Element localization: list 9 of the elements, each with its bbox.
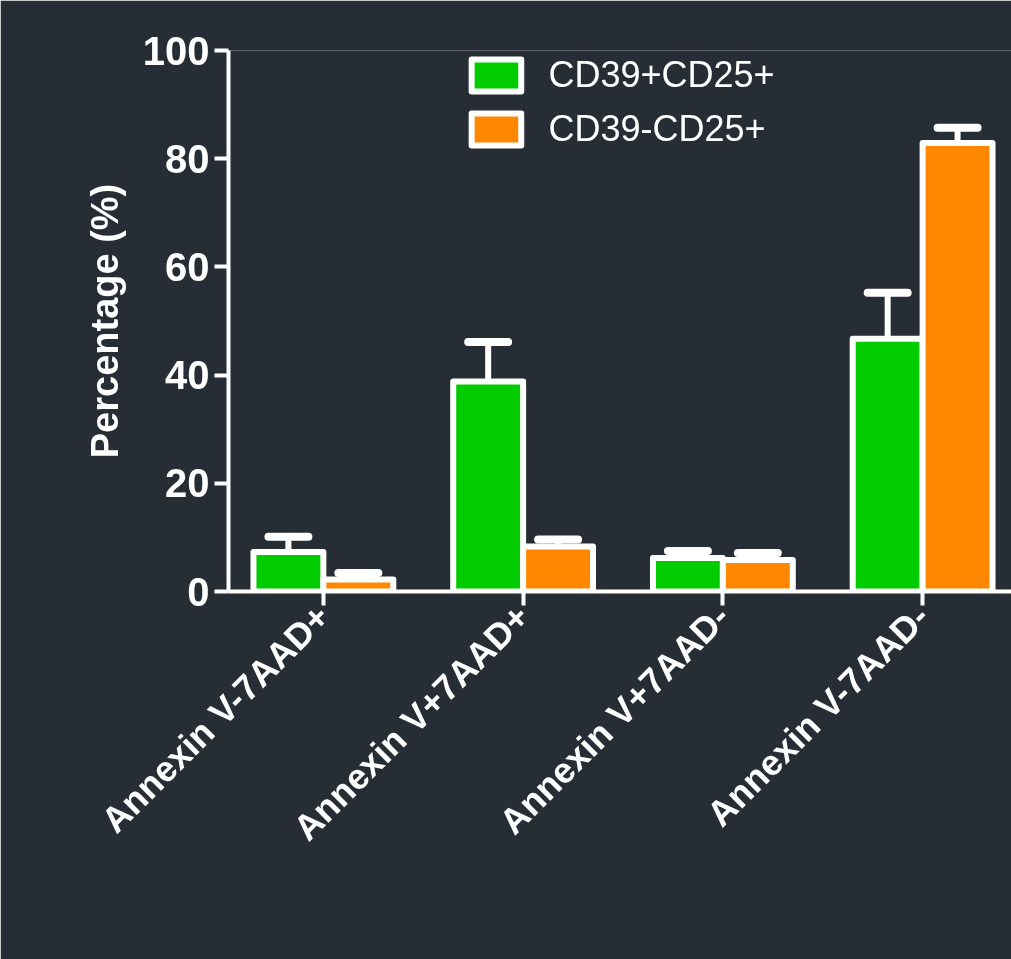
legend-label: CD39+CD25+ (548, 54, 775, 96)
y-tick-label: 60 (165, 244, 210, 289)
y-tick-label: 80 (165, 136, 210, 181)
y-tick-label: 40 (165, 353, 210, 398)
y-axis-title: Percentage (%) (83, 183, 126, 459)
y-tick-label: 100 (142, 28, 210, 73)
y-tick-label: 20 (165, 461, 210, 506)
legend-label: CD39-CD25+ (548, 108, 766, 150)
y-tick-label: 0 (187, 569, 210, 614)
